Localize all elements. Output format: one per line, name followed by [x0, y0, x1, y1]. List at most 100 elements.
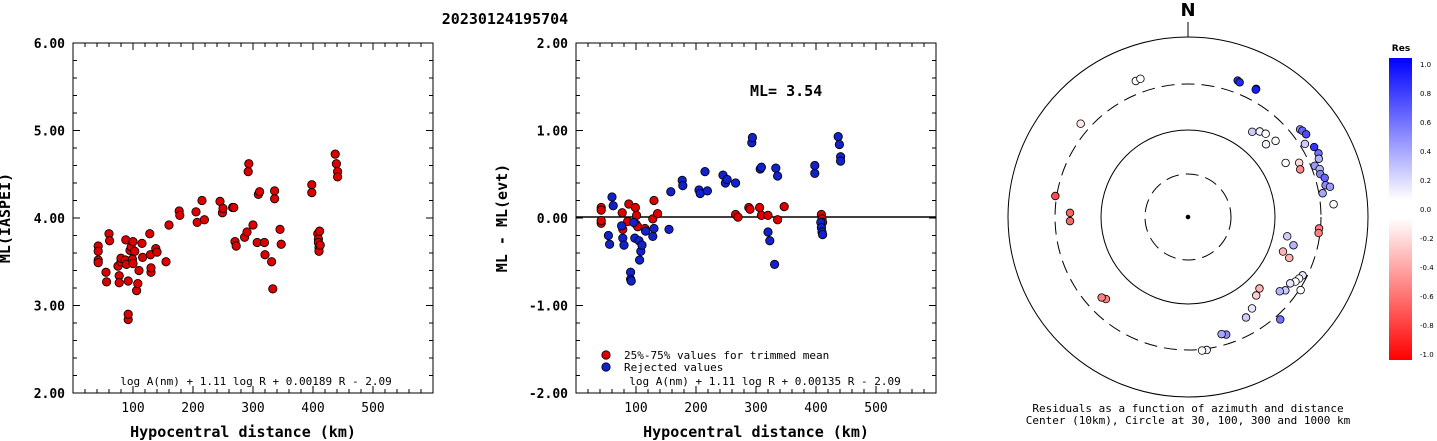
colorbar: Res 1.0 0.8 0.6 0.4 0.2 0.0 -0.2 -0.4 -0.6 -0.8 -1…	[1389, 44, 1434, 360]
data-point	[123, 309, 133, 319]
data-point	[307, 188, 317, 198]
circle-30km	[1144, 173, 1232, 261]
data-point	[616, 221, 627, 231]
colorbar-tick-label: 0.2	[1420, 177, 1431, 185]
residual-point	[1300, 139, 1310, 149]
x-tick-label: 500	[361, 401, 384, 416]
residual-point	[1320, 173, 1329, 182]
formula-text: log A(nm) + 1.11 log R + 0.00189 R - 2.0…	[120, 375, 392, 388]
data-point	[255, 187, 265, 197]
data-point	[834, 139, 845, 150]
residual-point	[1065, 208, 1075, 218]
data-point	[244, 159, 254, 169]
north-label: N	[1180, 0, 1195, 21]
x-tick-label: 200	[684, 401, 707, 416]
data-point	[259, 237, 269, 248]
x-tick-label: 300	[744, 401, 767, 416]
data-points	[596, 132, 846, 286]
data-point	[596, 205, 606, 215]
x-tick-label: 400	[804, 401, 827, 416]
residual-point	[1076, 119, 1085, 128]
data-point	[101, 267, 111, 277]
panel-ml-iaspei: 2.00 3.00 4.00 5.00 6.00 100 200 300 400 500 ML(…	[0, 37, 434, 441]
legend-label-rejected: Rejected values	[624, 361, 723, 374]
residual-point	[1255, 284, 1264, 293]
data-point	[191, 207, 201, 217]
colorbar-tick-label: -0.8	[1420, 322, 1434, 330]
data-point	[93, 246, 103, 256]
data-point	[603, 230, 614, 241]
data-point	[754, 202, 765, 213]
y-tick-label: 4.00	[34, 212, 65, 227]
residual-point	[1286, 279, 1295, 288]
residual-point	[1217, 329, 1226, 339]
data-point	[769, 259, 780, 269]
data-point	[617, 208, 627, 218]
colorbar-tick-label: -1.0	[1420, 351, 1434, 359]
legend-marker-rejected	[601, 362, 611, 372]
y-tick-label: 3.00	[34, 300, 65, 315]
formula-text: log A(nm) + 1.11 log R + 0.00135 R - 2.0…	[629, 375, 901, 388]
legend: 25%-75% values for trimmed mean Rejected…	[601, 349, 829, 374]
data-point	[105, 236, 115, 246]
caption-line-2: Center (10km), Circle at 30, 100, 300 an…	[1026, 414, 1351, 427]
data-point	[664, 224, 674, 234]
data-point	[134, 265, 144, 276]
data-point	[771, 163, 781, 173]
residual-point	[1275, 287, 1284, 296]
data-point	[772, 171, 783, 181]
data-points	[1051, 74, 1338, 355]
residual-point	[1295, 165, 1305, 174]
figure-title: 20230124195704	[442, 10, 568, 28]
x-tick-label: 100	[624, 401, 647, 416]
y-tick-label: 5.00	[34, 125, 65, 140]
data-point	[835, 156, 846, 166]
data-point	[93, 258, 103, 268]
residual-point	[1283, 232, 1292, 241]
data-point	[649, 223, 659, 234]
residual-point	[1309, 142, 1319, 152]
data-point	[745, 204, 755, 214]
residual-point	[1261, 140, 1271, 149]
data-point	[175, 210, 185, 220]
data-point	[810, 168, 820, 178]
colorbar-tick-label: -0.2	[1420, 235, 1434, 243]
data-point	[231, 241, 241, 251]
colorbar-tick-label: 1.0	[1420, 61, 1431, 69]
residual-point	[1097, 293, 1106, 302]
residual-point	[1296, 285, 1305, 295]
data-point	[833, 132, 843, 142]
center-dot	[1185, 214, 1191, 220]
residual-point	[1261, 129, 1270, 138]
panel-ml-residual: -2.00 -1.00 0.00 1.00 2.00 100 200 300 400 500 M…	[493, 37, 937, 441]
panel-azimuth-residuals: N Residuals as a function of azimuth and…	[1007, 0, 1369, 427]
residual-point	[1251, 85, 1260, 94]
plot-frame	[72, 42, 434, 394]
data-point	[114, 278, 124, 288]
data-point	[733, 212, 743, 222]
circle-300km	[1054, 83, 1322, 351]
y-tick-label: -1.00	[529, 300, 568, 315]
colorbar-tick-label: -0.6	[1420, 293, 1434, 301]
legend-marker-trimmed	[601, 350, 611, 360]
residual-point	[1285, 253, 1294, 263]
data-point	[102, 277, 112, 287]
residual-point	[1314, 228, 1323, 238]
residual-point	[1276, 315, 1285, 324]
y-tick-label: 6.00	[34, 37, 65, 52]
residual-point	[1197, 346, 1207, 355]
y-tick-label: 1.00	[537, 125, 568, 140]
x-tick-label: 500	[864, 401, 887, 416]
x-tick-label: 300	[241, 401, 264, 416]
residual-point	[1051, 191, 1060, 201]
data-point	[331, 159, 341, 169]
data-point	[652, 209, 663, 219]
residual-point	[1271, 136, 1280, 146]
colorbar-tick-label: 0.0	[1420, 206, 1431, 214]
data-point	[765, 236, 775, 246]
residual-point	[1318, 189, 1327, 198]
data-point	[269, 186, 280, 196]
residual-point	[1314, 154, 1324, 163]
data-point	[276, 239, 286, 249]
